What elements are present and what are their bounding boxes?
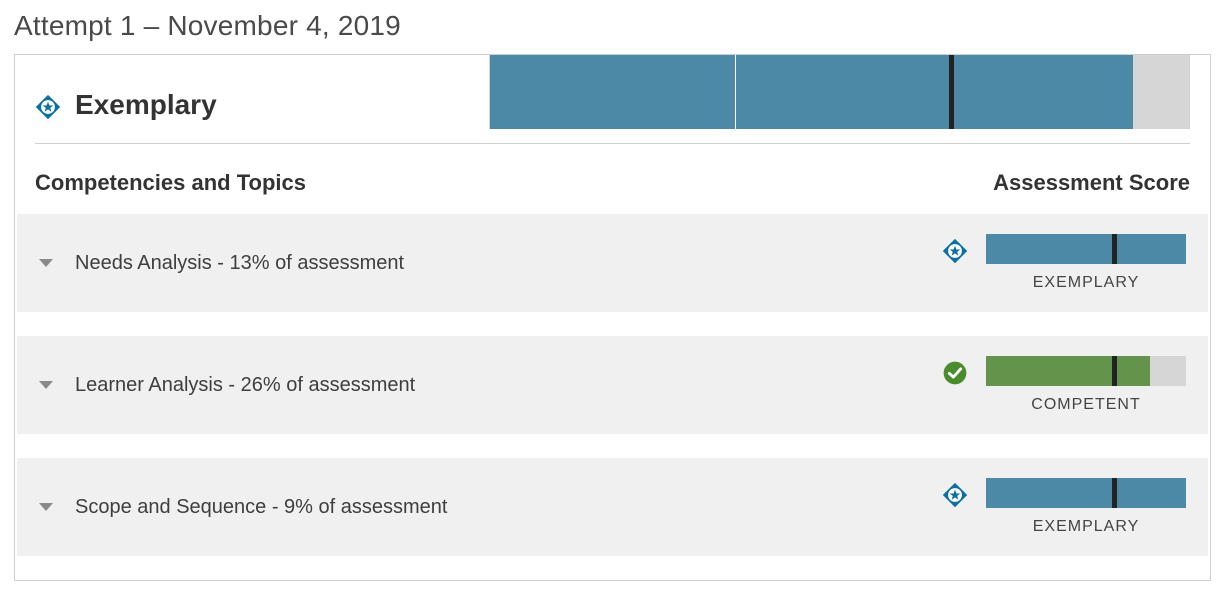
mini-score-label: EXEMPLARY	[1033, 518, 1140, 536]
competency-row[interactable]: Scope and Sequence - 9% of assessment EXE…	[17, 458, 1208, 556]
overall-row: Exemplary	[35, 55, 1190, 144]
mini-score-bar	[986, 478, 1186, 508]
mini-score-block: EXEMPLARY	[986, 234, 1186, 292]
competency-right: EXEMPLARY	[942, 234, 1186, 292]
section-headers: Competencies and Topics Assessment Score	[15, 144, 1210, 214]
competency-title: Needs Analysis - 13% of assessment	[75, 252, 404, 275]
panel: Exemplary Competencies and Topics Assess…	[14, 54, 1211, 581]
chevron-down-icon[interactable]	[39, 503, 53, 511]
mini-score-label: COMPETENT	[1031, 396, 1140, 414]
star-diamond-icon	[942, 238, 968, 264]
competency-title: Learner Analysis - 26% of assessment	[75, 374, 415, 397]
assessment-score-header: Assessment Score	[993, 170, 1190, 196]
competency-list: Needs Analysis - 13% of assessment EXEMPL…	[15, 214, 1210, 556]
competency-left: Learner Analysis - 26% of assessment	[39, 374, 942, 397]
competency-left: Scope and Sequence - 9% of assessment	[39, 496, 942, 519]
competency-right: EXEMPLARY	[942, 478, 1186, 536]
mini-score-block: COMPETENT	[986, 356, 1186, 414]
star-diamond-icon	[35, 94, 61, 120]
competency-row[interactable]: Learner Analysis - 26% of assessment COMP…	[17, 336, 1208, 434]
competency-right: COMPETENT	[942, 356, 1186, 414]
mini-score-bar	[986, 356, 1186, 386]
star-diamond-icon	[942, 482, 968, 508]
overall-label: Exemplary	[35, 55, 489, 129]
mini-score-bar	[986, 234, 1186, 264]
competencies-header: Competencies and Topics	[35, 170, 306, 196]
assessment-panel: Attempt 1 – November 4, 2019 Exemplary C…	[0, 0, 1225, 581]
chevron-down-icon[interactable]	[39, 381, 53, 389]
mini-score-block: EXEMPLARY	[986, 478, 1186, 536]
mini-score-label: EXEMPLARY	[1033, 274, 1140, 292]
checkmark-circle-icon	[942, 360, 968, 386]
competency-title: Scope and Sequence - 9% of assessment	[75, 496, 447, 519]
overall-status-text: Exemplary	[75, 89, 217, 121]
attempt-title: Attempt 1 – November 4, 2019	[14, 10, 1211, 42]
competency-left: Needs Analysis - 13% of assessment	[39, 252, 942, 275]
chevron-down-icon[interactable]	[39, 259, 53, 267]
overall-score-bar	[489, 55, 1190, 129]
competency-row[interactable]: Needs Analysis - 13% of assessment EXEMPL…	[17, 214, 1208, 312]
